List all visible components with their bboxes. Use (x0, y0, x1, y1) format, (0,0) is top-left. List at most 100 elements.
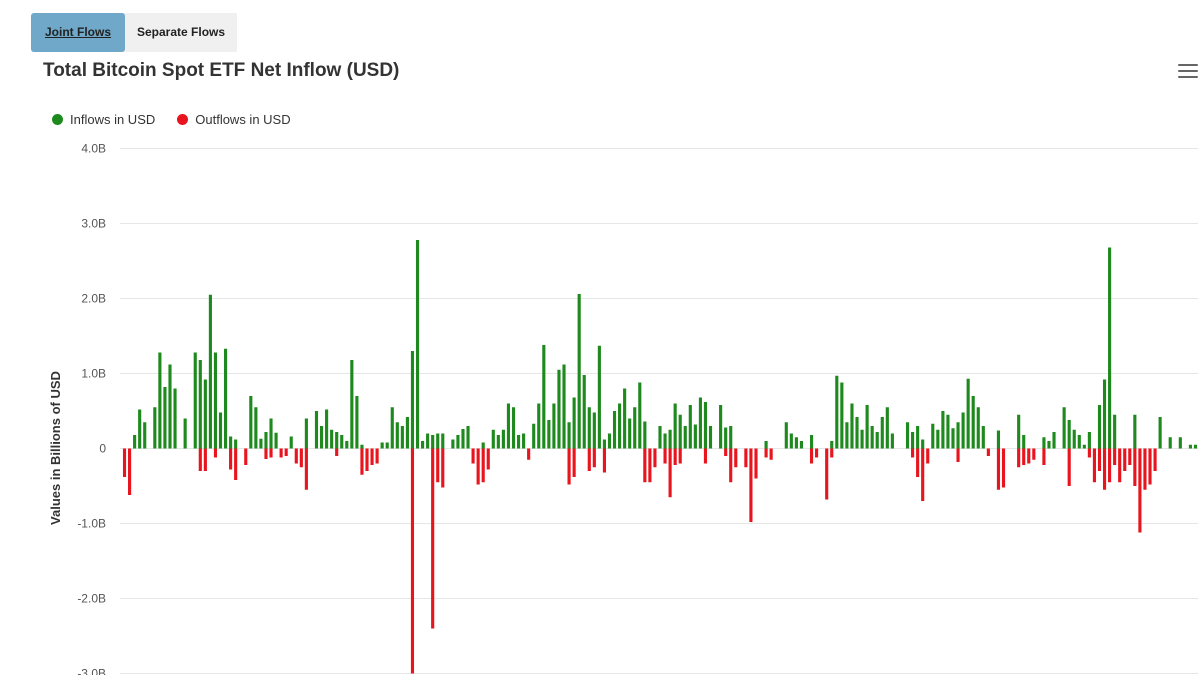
outflow-bar[interactable] (1138, 448, 1142, 533)
inflow-bar[interactable] (1077, 435, 1081, 449)
inflow-bar[interactable] (799, 441, 804, 449)
inflow-bar[interactable] (355, 396, 359, 449)
inflow-bar[interactable] (1072, 429, 1076, 449)
inflow-bar[interactable] (951, 428, 955, 449)
outflow-bar[interactable] (956, 448, 960, 463)
inflow-bar[interactable] (703, 402, 708, 449)
outflow-bar[interactable] (375, 448, 379, 464)
inflow-bar[interactable] (668, 429, 672, 449)
inflow-bar[interactable] (325, 409, 329, 449)
inflow-bar[interactable] (360, 444, 364, 449)
inflow-bar[interactable] (173, 388, 177, 449)
outflow-bar[interactable] (643, 448, 647, 483)
inflow-bar[interactable] (688, 405, 692, 449)
inflow-bar[interactable] (1193, 444, 1198, 449)
outflow-bar[interactable] (279, 448, 283, 458)
inflow-bar[interactable] (501, 429, 505, 449)
outflow-bar[interactable] (809, 448, 814, 464)
inflow-bar[interactable] (208, 294, 212, 449)
inflow-bar[interactable] (481, 442, 485, 449)
inflow-bar[interactable] (572, 397, 576, 449)
inflow-bar[interactable] (163, 387, 167, 449)
inflow-bar[interactable] (410, 351, 415, 449)
outflow-bar[interactable] (269, 448, 273, 458)
inflow-bar[interactable] (335, 432, 339, 449)
legend-item-inflows[interactable]: Inflows in USD (52, 112, 155, 127)
outflow-bar[interactable] (926, 448, 930, 464)
inflow-bar[interactable] (729, 426, 733, 449)
outflow-bar[interactable] (1128, 448, 1132, 466)
inflow-bar[interactable] (426, 433, 430, 449)
outflow-bar[interactable] (1022, 448, 1026, 466)
inflow-bar[interactable] (1067, 420, 1071, 449)
outflow-bar[interactable] (476, 448, 480, 485)
outflow-bar[interactable] (441, 448, 445, 488)
outflow-bar[interactable] (996, 448, 1001, 490)
outflow-bar[interactable] (724, 448, 728, 457)
outflow-bar[interactable] (264, 448, 268, 460)
outflow-bar[interactable] (471, 448, 475, 464)
inflow-bar[interactable] (597, 345, 601, 449)
outflow-bar[interactable] (592, 448, 596, 468)
inflow-bar[interactable] (678, 414, 682, 449)
outflow-bar[interactable] (572, 448, 576, 478)
inflow-bar[interactable] (845, 422, 849, 449)
inflow-bar[interactable] (1108, 247, 1112, 449)
inflow-bar[interactable] (506, 403, 511, 449)
outflow-bar[interactable] (410, 448, 415, 674)
outflow-bar[interactable] (234, 448, 238, 481)
inflow-bar[interactable] (269, 418, 273, 449)
outflow-bar[interactable] (486, 448, 490, 470)
inflow-bar[interactable] (562, 364, 566, 449)
inflow-bar[interactable] (138, 409, 142, 449)
inflow-bar[interactable] (1133, 414, 1137, 449)
outflow-bar[interactable] (911, 448, 915, 458)
tab-separate-flows[interactable]: Separate Flows (125, 13, 238, 52)
inflow-bar[interactable] (314, 411, 319, 449)
hamburger-menu-icon[interactable] (1178, 64, 1198, 80)
inflow-bar[interactable] (421, 441, 425, 449)
inflow-bar[interactable] (850, 403, 854, 449)
inflow-bar[interactable] (623, 388, 627, 449)
outflow-bar[interactable] (567, 448, 571, 485)
outflow-bar[interactable] (769, 448, 773, 460)
inflow-bar[interactable] (183, 418, 187, 449)
outflow-bar[interactable] (825, 448, 829, 500)
legend-item-outflows[interactable]: Outflows in USD (177, 112, 291, 127)
inflow-bar[interactable] (628, 418, 632, 449)
inflow-bar[interactable] (683, 426, 687, 449)
inflow-bar[interactable] (516, 435, 521, 449)
inflow-bar[interactable] (830, 441, 834, 449)
outflow-bar[interactable] (1143, 448, 1147, 490)
inflow-bar[interactable] (880, 417, 884, 449)
outflow-bar[interactable] (764, 448, 768, 458)
inflow-bar[interactable] (1102, 379, 1107, 449)
outflow-bar[interactable] (335, 448, 339, 457)
inflow-bar[interactable] (249, 396, 253, 449)
inflow-bar[interactable] (592, 412, 596, 449)
inflow-bar[interactable] (956, 422, 960, 449)
inflow-bar[interactable] (234, 439, 238, 449)
inflow-bar[interactable] (809, 435, 814, 449)
outflow-bar[interactable] (284, 448, 288, 457)
outflow-bar[interactable] (213, 448, 218, 458)
inflow-bar[interactable] (350, 360, 354, 449)
outflow-bar[interactable] (299, 448, 303, 468)
outflow-bar[interactable] (1113, 448, 1117, 466)
inflow-bar[interactable] (491, 429, 495, 449)
outflow-bar[interactable] (1108, 448, 1112, 483)
outflow-bar[interactable] (916, 448, 920, 478)
inflow-bar[interactable] (218, 412, 223, 449)
inflow-bar[interactable] (1022, 435, 1026, 449)
inflow-bar[interactable] (890, 433, 894, 449)
inflow-bar[interactable] (345, 441, 349, 449)
inflow-bar[interactable] (1047, 441, 1051, 449)
inflow-bar[interactable] (1017, 414, 1021, 449)
inflow-bar[interactable] (941, 411, 945, 449)
outflow-bar[interactable] (729, 448, 733, 483)
outflow-bar[interactable] (360, 448, 364, 475)
inflow-bar[interactable] (870, 426, 874, 449)
inflow-bar[interactable] (567, 422, 571, 449)
inflow-bar[interactable] (213, 352, 218, 449)
inflow-bar[interactable] (431, 435, 435, 449)
